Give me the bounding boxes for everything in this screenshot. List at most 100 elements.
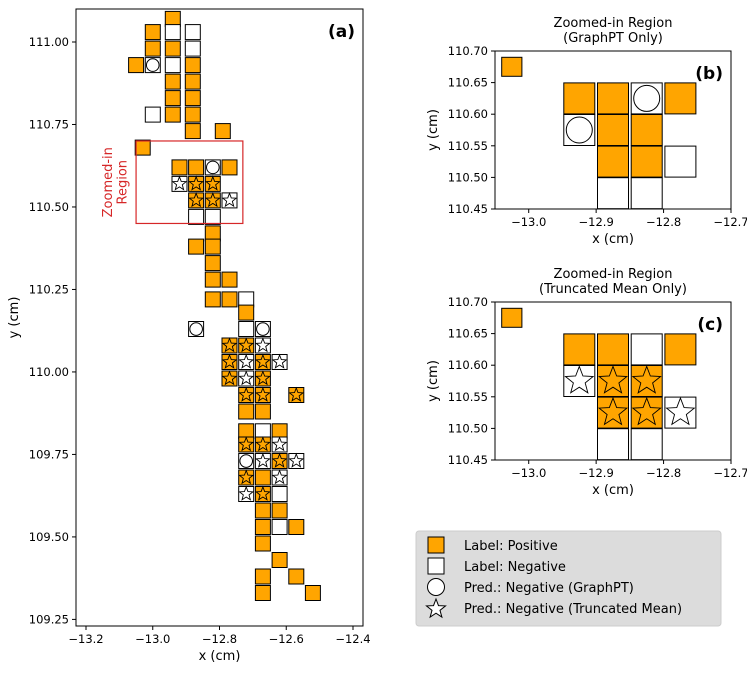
x-tick-label: −13.0 [511,466,546,480]
cell-positive [664,333,697,366]
pred-circle-marker [206,160,220,175]
pred-star-marker [254,353,271,369]
y-tick-label: 109.75 [29,447,69,461]
pred-star-marker [238,386,255,402]
cell-positive [184,57,201,74]
x-tick-label: −12.8 [202,632,237,646]
y-axis-label: y (cm) [7,297,22,339]
cell-positive [134,139,151,156]
legend-box [415,530,722,627]
cell-positive [501,56,523,77]
cell-negative [164,57,181,74]
axes-frame [494,301,732,461]
chart-title-line: Zoomed-in Region [554,16,673,31]
cell-positive [563,82,596,115]
x-tick-label: −12.8 [646,215,681,229]
y-tick-label: 110.55 [448,390,488,404]
cell-negative [238,321,255,337]
pred-star-marker [238,337,255,353]
cell-negative [204,208,221,225]
pred-circle-marker [565,116,593,144]
x-axis-label: x (cm) [592,483,634,498]
pred-star-marker [254,370,271,386]
cell-positive [184,106,201,123]
x-tick-label: −12.6 [269,632,304,646]
cell-positive [597,333,629,366]
panel-label: (c) [697,315,723,335]
cell-positive [288,568,305,585]
y-tick-label: 110.65 [448,327,488,341]
y-tick-label: 110.50 [448,170,488,184]
cell-positive [630,114,663,146]
zoom-box [135,140,244,225]
pred-star-marker [254,452,271,468]
chart-title-line: (GraphPT Only) [563,31,663,46]
pred-star-marker [254,485,271,501]
pred-star-marker [271,452,288,468]
cell-positive [188,159,205,176]
pred-star-marker [238,469,255,485]
y-tick-label: 110.55 [448,139,488,153]
y-tick-label: 110.60 [448,358,488,372]
panel-b: −13.0 −12.9 −12.8 −12.7 110.45 110.50 110.55 11… [426,16,747,247]
x-tick-label: −12.7 [713,466,747,480]
axes-frame [494,50,732,210]
pred-star-marker [288,386,305,402]
chart-title-line: Zoomed-in Region [554,267,673,282]
legend-label: Pred.: Negative (Truncated Mean) [464,602,682,617]
legend-label: Pred.: Negative (GraphPT) [464,581,634,596]
pred-star-marker [221,353,238,369]
pred-star-marker [564,365,595,394]
cell-positive [184,73,201,90]
cell-negative [597,428,629,460]
x-tick-label: −13.0 [135,632,170,646]
cell-positive [304,585,321,601]
cell-positive [214,123,231,140]
legend-marker-star [425,597,447,619]
cell-negative [630,333,663,366]
cell-positive [204,291,221,308]
cell-positive [221,271,238,288]
pred-star-marker [188,192,205,208]
y-axis-label: y (cm) [426,360,441,402]
cell-positive [254,469,271,486]
cell-positive [164,40,181,57]
cell-positive [501,307,523,328]
pred-star-marker [597,396,629,426]
legend-marker-positive [427,536,445,554]
cell-positive [254,502,271,519]
cell-positive [597,82,629,115]
cell-negative [144,106,161,123]
cell-positive [144,24,161,41]
cell-positive [254,403,271,420]
cell-positive [221,291,238,308]
y-tick-label: 109.50 [29,530,69,544]
chart-title-line: (Truncated Mean Only) [539,282,687,297]
legend: Label: Positive Label: Negative Pred.: Neg… [415,530,722,627]
cell-positive [164,73,181,90]
y-tick-label: 110.50 [448,421,488,435]
cell-positive [254,519,271,535]
axes-frame [75,8,364,627]
zoom-annotation-line: Region [115,160,130,205]
cell-positive [204,255,221,272]
cell-negative [184,24,201,41]
cell-negative [271,519,288,535]
cell-negative [164,24,181,41]
x-axis-label: x (cm) [199,649,241,664]
pred-star-marker [238,485,255,501]
x-tick-label: −12.7 [713,215,747,229]
pred-star-marker [238,436,255,452]
cell-positive [288,519,305,535]
cell-negative [184,40,201,57]
panel-label: (b) [695,64,723,84]
pred-star-marker [238,370,255,386]
pred-star-marker [238,353,255,369]
panel-a: Zoomed-inRegion −13.2 −13.0 −12.8 −12.6 −12.4… [7,8,371,664]
pred-star-marker [254,337,271,353]
cell-positive [221,159,238,176]
cell-negative [188,208,205,225]
pred-circle-marker [239,454,253,468]
x-tick-label: −13.0 [511,215,546,229]
